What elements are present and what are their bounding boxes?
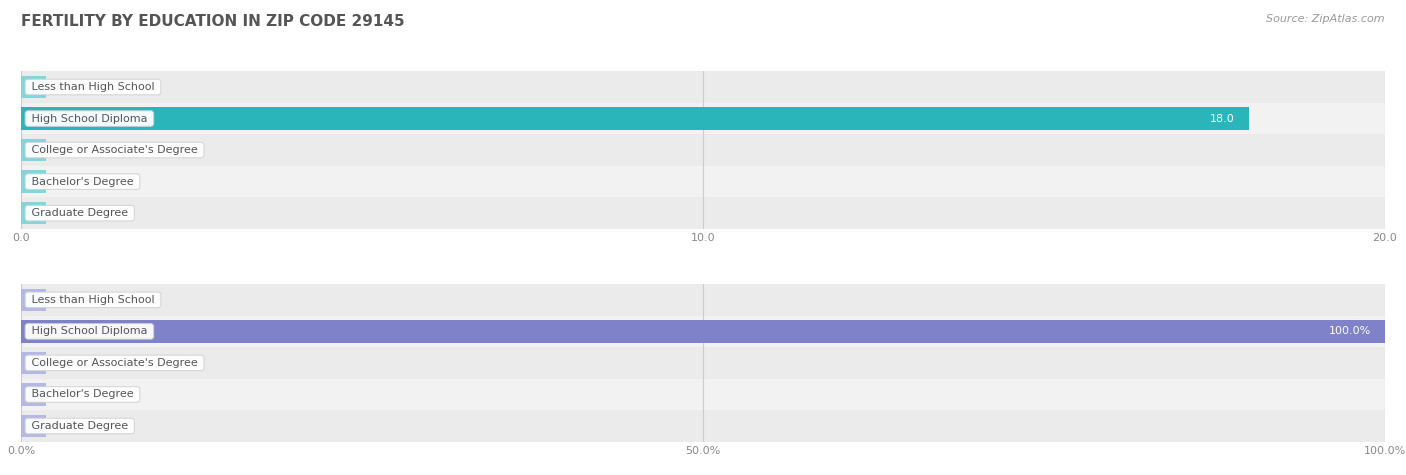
Text: 0.0%: 0.0% <box>52 390 80 399</box>
Text: Less than High School: Less than High School <box>28 295 157 305</box>
Text: Source: ZipAtlas.com: Source: ZipAtlas.com <box>1267 14 1385 24</box>
Bar <box>21 315 1385 347</box>
Text: Bachelor's Degree: Bachelor's Degree <box>28 177 136 187</box>
Text: FERTILITY BY EDUCATION IN ZIP CODE 29145: FERTILITY BY EDUCATION IN ZIP CODE 29145 <box>21 14 405 29</box>
Bar <box>21 134 1385 166</box>
Text: Graduate Degree: Graduate Degree <box>28 421 132 431</box>
Text: College or Associate's Degree: College or Associate's Degree <box>28 145 201 155</box>
Bar <box>21 410 1385 442</box>
Bar <box>21 202 45 225</box>
Bar <box>21 76 45 98</box>
Text: 0.0%: 0.0% <box>52 295 80 305</box>
Text: High School Diploma: High School Diploma <box>28 326 150 336</box>
Text: 0.0: 0.0 <box>52 177 70 187</box>
Text: 100.0%: 100.0% <box>1329 326 1371 336</box>
Bar <box>21 320 1385 343</box>
Text: Less than High School: Less than High School <box>28 82 157 92</box>
Bar <box>21 71 1385 103</box>
Bar <box>21 166 1385 198</box>
Bar <box>21 379 1385 410</box>
Text: 0.0: 0.0 <box>52 82 70 92</box>
Text: 0.0: 0.0 <box>52 145 70 155</box>
Bar <box>21 352 45 374</box>
Bar <box>21 103 1385 134</box>
Bar <box>21 139 45 162</box>
Bar <box>21 284 1385 315</box>
Text: 0.0%: 0.0% <box>52 421 80 431</box>
Bar <box>21 347 1385 379</box>
Bar <box>21 415 45 437</box>
Text: 0.0: 0.0 <box>52 208 70 218</box>
Text: Bachelor's Degree: Bachelor's Degree <box>28 390 136 399</box>
Text: Graduate Degree: Graduate Degree <box>28 208 132 218</box>
Bar <box>21 288 45 311</box>
Text: 18.0: 18.0 <box>1211 114 1234 124</box>
Bar <box>21 170 45 193</box>
Text: High School Diploma: High School Diploma <box>28 114 150 124</box>
Bar <box>21 383 45 406</box>
Text: 0.0%: 0.0% <box>52 358 80 368</box>
Bar <box>21 107 1249 130</box>
Text: College or Associate's Degree: College or Associate's Degree <box>28 358 201 368</box>
Bar <box>21 198 1385 229</box>
